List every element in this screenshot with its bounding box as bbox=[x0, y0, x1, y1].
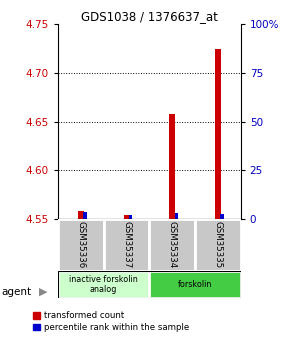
Bar bbox=[58, 271, 149, 298]
Text: GSM35334: GSM35334 bbox=[168, 221, 177, 268]
Text: GSM35335: GSM35335 bbox=[213, 221, 222, 268]
Text: forskolin: forskolin bbox=[178, 280, 212, 289]
Bar bbox=[78, 211, 84, 219]
Bar bbox=[83, 212, 86, 219]
Bar bbox=[215, 49, 221, 219]
Title: GDS1038 / 1376637_at: GDS1038 / 1376637_at bbox=[81, 10, 218, 23]
Bar bbox=[220, 214, 224, 219]
Text: ▶: ▶ bbox=[39, 287, 48, 296]
Bar bbox=[195, 219, 241, 271]
Bar bbox=[104, 219, 149, 271]
Bar bbox=[149, 271, 241, 298]
Text: GSM35336: GSM35336 bbox=[76, 221, 85, 268]
Text: inactive forskolin
analog: inactive forskolin analog bbox=[69, 275, 138, 294]
Text: GSM35337: GSM35337 bbox=[122, 221, 131, 268]
Bar bbox=[58, 219, 104, 271]
Bar bbox=[175, 213, 178, 219]
Bar bbox=[169, 114, 175, 219]
Bar bbox=[124, 215, 129, 219]
Bar bbox=[149, 219, 195, 271]
Bar bbox=[129, 215, 132, 219]
Legend: transformed count, percentile rank within the sample: transformed count, percentile rank withi… bbox=[33, 311, 189, 332]
Text: agent: agent bbox=[1, 287, 32, 296]
